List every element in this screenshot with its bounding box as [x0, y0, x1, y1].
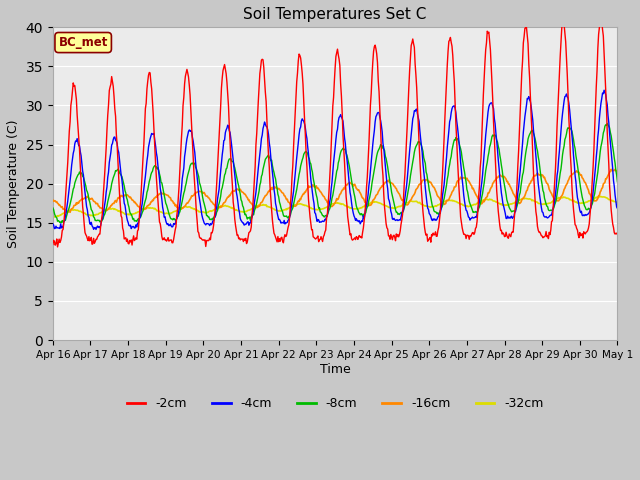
X-axis label: Time: Time	[320, 362, 351, 375]
Legend: -2cm, -4cm, -8cm, -16cm, -32cm: -2cm, -4cm, -8cm, -16cm, -32cm	[122, 392, 548, 415]
Title: Soil Temperatures Set C: Soil Temperatures Set C	[243, 7, 427, 22]
Text: BC_met: BC_met	[58, 36, 108, 49]
Y-axis label: Soil Temperature (C): Soil Temperature (C)	[7, 120, 20, 248]
